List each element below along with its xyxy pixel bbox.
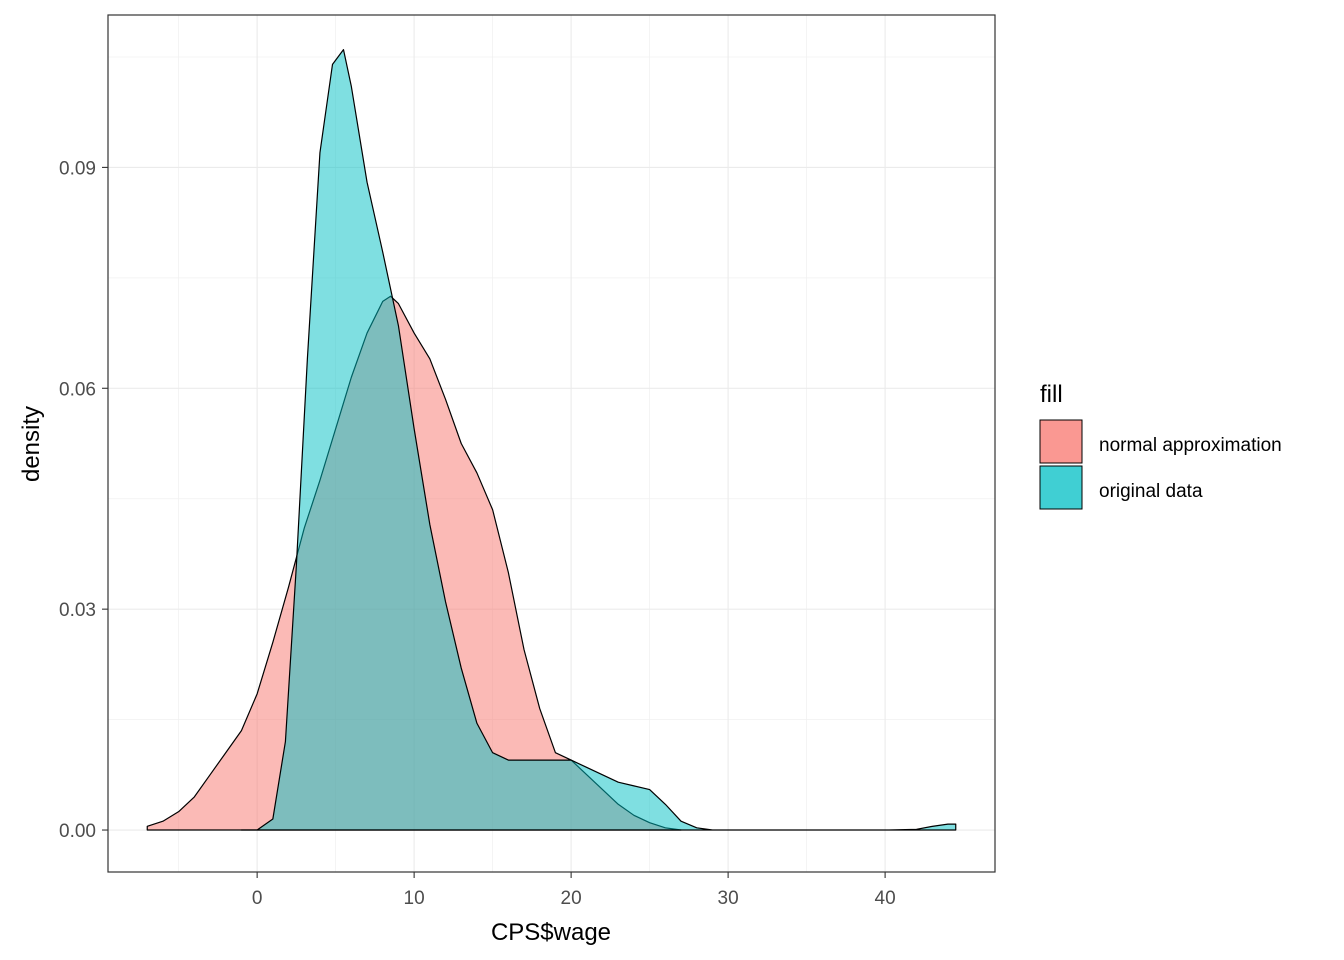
legend: fill normal approximation original data xyxy=(1039,381,1282,510)
y-tick-label: 0.03 xyxy=(59,600,96,621)
x-tick-label: 10 xyxy=(404,888,425,909)
x-axis-title: CPS$wage xyxy=(491,919,611,946)
density-areas xyxy=(146,49,957,831)
y-tick-label: 0.09 xyxy=(59,158,96,179)
legend-key-normal-approximation xyxy=(1039,419,1083,464)
legend-title: fill xyxy=(1040,381,1063,408)
x-tick-label: 0 xyxy=(252,888,263,909)
x-tick-label: 40 xyxy=(875,888,896,909)
y-tick-label: 0.06 xyxy=(59,379,96,400)
density-area-original-data xyxy=(240,49,957,831)
y-axis-title: density xyxy=(18,406,45,482)
legend-label-original-data: original data xyxy=(1099,481,1203,502)
x-tick-label: 20 xyxy=(561,888,582,909)
panel-border xyxy=(107,14,996,873)
legend-key-original-data xyxy=(1039,465,1083,510)
x-tick-label: 30 xyxy=(718,888,739,909)
x-axis-ticks: 0 10 20 30 40 xyxy=(252,872,896,909)
y-axis-ticks: 0.00 0.03 0.06 0.09 xyxy=(59,158,108,842)
legend-label-normal-approximation: normal approximation xyxy=(1099,435,1282,456)
y-tick-label: 0.00 xyxy=(59,821,96,842)
